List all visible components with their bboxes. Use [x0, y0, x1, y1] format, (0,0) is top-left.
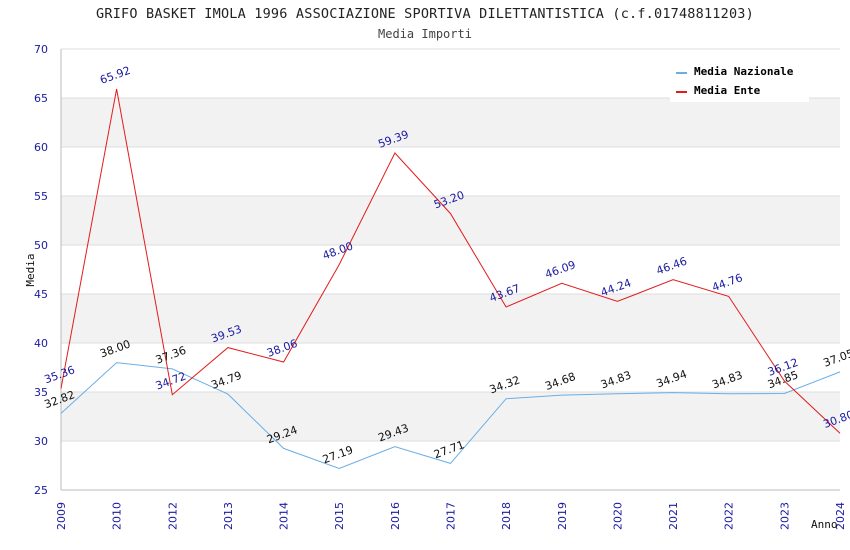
y-tick-65: 65 — [34, 92, 48, 105]
chart-subtitle: Media Importi — [378, 27, 472, 41]
y-tick-60: 60 — [34, 141, 48, 154]
series-lines — [60, 88, 841, 470]
x-tick-2019: 2019 — [556, 502, 569, 530]
gridlines — [61, 48, 840, 491]
series-line-media-nazionale — [60, 362, 841, 470]
y-tick-50: 50 — [34, 239, 48, 252]
x-tick-2009: 2009 — [55, 502, 68, 530]
band-50 — [61, 196, 840, 245]
x-tick-2014: 2014 — [278, 502, 291, 530]
band-60 — [61, 98, 840, 147]
band-40 — [61, 294, 840, 343]
legend-label-media-ente: Media Ente — [694, 84, 761, 97]
x-tick-2013: 2013 — [222, 502, 235, 530]
x-tick-2010: 2010 — [111, 502, 124, 530]
x-tick-2022: 2022 — [723, 502, 736, 530]
x-tick-2021: 2021 — [667, 502, 680, 530]
y-tick-labels: 25 30 35 40 45 50 55 60 65 70 — [34, 43, 48, 497]
y-tick-55: 55 — [34, 190, 48, 203]
y-tick-25: 25 — [34, 484, 48, 497]
y-tick-35: 35 — [34, 386, 48, 399]
y-tick-45: 45 — [34, 288, 48, 301]
band-25 — [61, 441, 840, 490]
band-35 — [61, 343, 840, 392]
x-tick-2012: 2012 — [166, 502, 179, 530]
plot-background-bands — [61, 49, 840, 490]
x-tick-2023: 2023 — [778, 502, 791, 530]
legend-box — [670, 60, 809, 102]
x-tick-2020: 2020 — [611, 502, 624, 530]
x-tick-labels: 2009 2010 2012 2013 2014 2015 2016 2017 2018 2019… — [55, 502, 847, 530]
legend: Media Nazionale Media Ente — [670, 60, 809, 102]
chart-title: GRIFO BASKET IMOLA 1996 ASSOCIAZIONE SPO… — [96, 6, 754, 22]
band-45 — [61, 245, 840, 294]
y-axis-label: Media — [24, 253, 37, 286]
band-55 — [61, 147, 840, 196]
x-tick-2017: 2017 — [445, 502, 458, 530]
y-tick-70: 70 — [34, 43, 48, 56]
legend-label-media-nazionale: Media Nazionale — [694, 65, 794, 78]
x-tick-2018: 2018 — [500, 502, 513, 530]
x-tick-2016: 2016 — [389, 502, 402, 530]
y-tick-40: 40 — [34, 337, 48, 350]
series-line-media-ente — [60, 88, 841, 434]
y-tick-30: 30 — [34, 435, 48, 448]
band-30 — [61, 392, 840, 441]
x-tick-2024: 2024 — [834, 502, 847, 530]
x-axis-label: Anno — [811, 518, 838, 531]
x-tick-2015: 2015 — [333, 502, 346, 530]
